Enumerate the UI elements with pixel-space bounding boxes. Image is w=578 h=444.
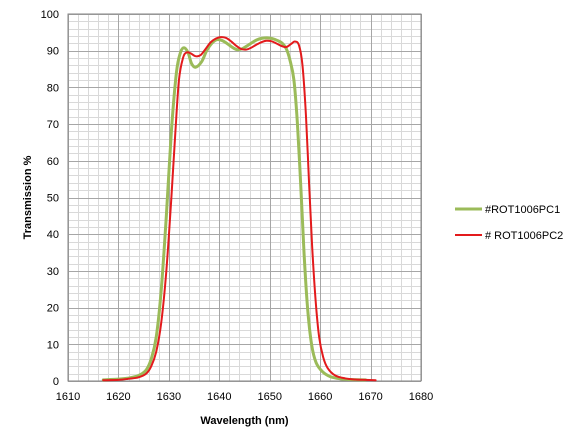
y-axis-title: Transmission % (22, 155, 34, 239)
x-tick-label: 1640 (207, 391, 231, 403)
legend: #ROT1006PC1 # ROT1006PC2 (455, 204, 563, 242)
x-tick-label: 1650 (257, 391, 281, 403)
y-tick-label: 20 (47, 303, 59, 315)
y-tick-label: 70 (47, 119, 59, 131)
x-tick-label: 1680 (409, 391, 433, 403)
y-axis-tick-labels: 0 10 20 30 40 50 60 70 80 90 100 (41, 9, 59, 388)
x-tick-label: 1610 (56, 391, 80, 403)
series-line-2 (102, 36, 377, 382)
legend-label-1: #ROT1006PC1 (485, 204, 560, 216)
y-tick-label: 40 (47, 229, 59, 241)
series-lines (101, 36, 377, 382)
x-tick-label: 1670 (358, 391, 382, 403)
y-tick-label: 100 (41, 9, 59, 21)
y-tick-label: 90 (47, 46, 59, 58)
series-line-1 (101, 36, 368, 382)
x-tick-label: 1620 (106, 391, 130, 403)
x-tick-label: 1630 (157, 391, 181, 403)
y-tick-label: 0 (53, 376, 59, 388)
x-axis-title: Wavelength (nm) (200, 415, 289, 427)
x-tick-label: 1660 (308, 391, 332, 403)
legend-label-2: # ROT1006PC2 (485, 230, 563, 242)
y-tick-label: 50 (47, 193, 59, 205)
y-tick-label: 30 (47, 266, 59, 278)
x-axis-tick-labels: 1610 1620 1630 1640 1650 1660 1670 1680 (56, 391, 433, 403)
y-tick-label: 60 (47, 156, 59, 168)
y-tick-label: 80 (47, 82, 59, 94)
y-tick-label: 10 (47, 339, 59, 351)
plot-area-frame (67, 13, 422, 382)
